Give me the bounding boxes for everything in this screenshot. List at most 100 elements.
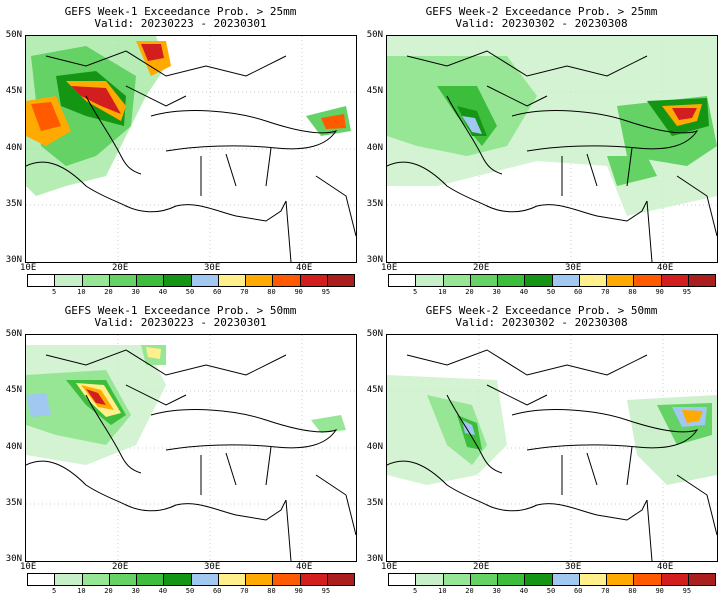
colorbar-segment xyxy=(327,275,354,286)
colorbar xyxy=(27,274,355,287)
colorbar-segment xyxy=(300,574,328,585)
map-svg xyxy=(387,36,717,262)
colorbar-segment xyxy=(300,275,328,286)
colorbar-segment xyxy=(579,275,607,286)
lat-label: 35N xyxy=(366,199,383,209)
colorbar-label: 20 xyxy=(104,587,113,595)
panel-valid-dates: Valid: 20230223 - 20230301 xyxy=(94,316,267,329)
colorbar-segment xyxy=(443,275,471,286)
lon-label: 20E xyxy=(112,562,129,572)
panel-title: GEFS Week-2 Exceedance Prob. > 50mm xyxy=(425,304,658,317)
map-svg xyxy=(26,36,356,262)
colorbar-segment xyxy=(552,574,580,585)
colorbar-label: 95 xyxy=(682,288,692,296)
lat-label: 35N xyxy=(366,498,383,508)
colorbar-label: 30 xyxy=(492,288,501,296)
lat-label: 50N xyxy=(366,329,383,339)
colorbar-segment xyxy=(28,574,56,585)
colorbar-label: 95 xyxy=(321,288,331,296)
colorbar-label: 20 xyxy=(465,587,474,595)
colorbar-label: 95 xyxy=(682,587,692,595)
colorbar-segment xyxy=(661,574,689,585)
colorbar-label: 10 xyxy=(438,587,447,595)
map-area xyxy=(25,35,357,263)
colorbar-label: 50 xyxy=(546,587,556,595)
colorbar-label: 70 xyxy=(240,288,249,296)
panel-week1-25mm: GEFS Week-1 Exceedance Prob. > 25mm Vali… xyxy=(0,0,361,299)
colorbar-label: 80 xyxy=(267,288,276,296)
colorbar-label: 10 xyxy=(77,288,86,296)
colorbar-segment xyxy=(498,275,526,286)
lat-label: 45N xyxy=(5,86,22,96)
colorbar-segment xyxy=(246,275,274,286)
colorbar-label: 50 xyxy=(546,288,556,296)
lat-label: 45N xyxy=(366,86,383,96)
map-svg xyxy=(387,335,717,561)
colorbar-label: 90 xyxy=(655,288,664,296)
lat-label: 30N xyxy=(5,554,22,564)
colorbar-label: 40 xyxy=(158,288,168,296)
colorbar-segment xyxy=(389,574,417,585)
colorbar-label: 60 xyxy=(212,288,222,296)
colorbar-segment xyxy=(498,574,526,585)
lon-label: 30E xyxy=(204,263,221,273)
colorbar-segment xyxy=(416,574,444,585)
map-area xyxy=(386,35,718,263)
lon-label: 40E xyxy=(657,562,674,572)
lat-label: 40N xyxy=(366,442,383,452)
colorbar-label: 90 xyxy=(655,587,664,595)
colorbar-segment xyxy=(164,574,192,585)
panel-title: GEFS Week-1 Exceedance Prob. > 25mm xyxy=(64,5,297,18)
panel-valid-dates: Valid: 20230302 - 20230308 xyxy=(455,17,628,30)
lon-label: 30E xyxy=(204,562,221,572)
colorbar-segment xyxy=(273,574,301,585)
colorbar-label: 80 xyxy=(628,288,637,296)
colorbar-segment xyxy=(634,574,662,585)
colorbar-segment xyxy=(525,275,553,286)
lon-label: 40E xyxy=(657,263,674,273)
colorbar-label: 30 xyxy=(131,587,140,595)
lon-label: 20E xyxy=(473,263,490,273)
colorbar-segment xyxy=(218,574,246,585)
colorbar-label: 70 xyxy=(601,587,610,595)
colorbar-segment xyxy=(634,275,662,286)
colorbar-segment xyxy=(389,275,417,286)
lon-label: 10E xyxy=(381,562,398,572)
colorbar-label: 5 xyxy=(413,288,418,296)
lon-label: 30E xyxy=(565,562,582,572)
colorbar-segment xyxy=(109,574,137,585)
map-svg xyxy=(26,335,356,561)
colorbar-label: 60 xyxy=(212,587,222,595)
lon-label: 10E xyxy=(20,562,37,572)
colorbar xyxy=(388,274,716,287)
colorbar-label: 80 xyxy=(267,587,276,595)
lon-label: 30E xyxy=(565,263,582,273)
colorbar-label: 70 xyxy=(601,288,610,296)
colorbar-segment xyxy=(607,574,635,585)
colorbar-segment xyxy=(443,574,471,585)
lat-label: 30N xyxy=(5,255,22,265)
colorbar-segment xyxy=(327,574,354,585)
colorbar-segment xyxy=(55,275,83,286)
colorbar-segment xyxy=(28,275,56,286)
panel-title: GEFS Week-2 Exceedance Prob. > 25mm xyxy=(425,5,658,18)
colorbar-label: 50 xyxy=(185,587,195,595)
lon-label: 10E xyxy=(381,263,398,273)
colorbar-label: 50 xyxy=(185,288,195,296)
lat-label: 35N xyxy=(5,199,22,209)
colorbar-segment xyxy=(579,574,607,585)
colorbar-label: 30 xyxy=(131,288,140,296)
lat-label: 50N xyxy=(5,30,22,40)
colorbar xyxy=(388,573,716,586)
colorbar-label: 10 xyxy=(438,288,447,296)
colorbar-segment xyxy=(607,275,635,286)
panel-week2-50mm: GEFS Week-2 Exceedance Prob. > 50mm Vali… xyxy=(361,299,722,598)
colorbar-label: 40 xyxy=(158,587,168,595)
lat-label: 35N xyxy=(5,498,22,508)
colorbar-label: 40 xyxy=(519,288,529,296)
colorbar-segment xyxy=(109,275,137,286)
colorbar-label: 20 xyxy=(465,288,474,296)
colorbar-segment xyxy=(416,275,444,286)
lon-label: 10E xyxy=(20,263,37,273)
colorbar-segment xyxy=(661,275,689,286)
